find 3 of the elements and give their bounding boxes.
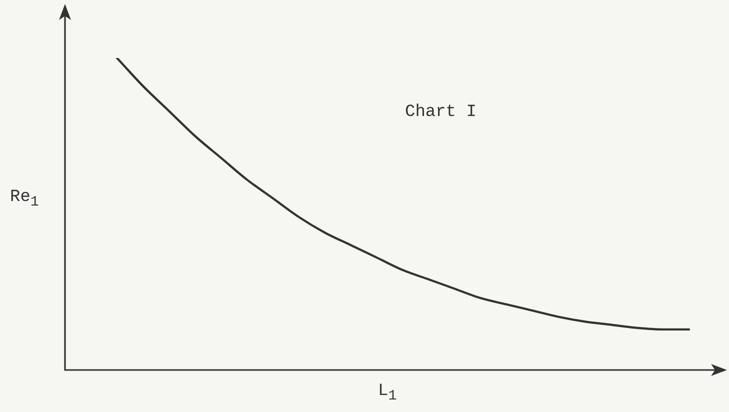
y-axis-title: Re$_{1}$ [10,188,39,210]
annotation: Chart I [405,103,476,122]
x-axis-title: L$_{1}$ [378,382,397,404]
